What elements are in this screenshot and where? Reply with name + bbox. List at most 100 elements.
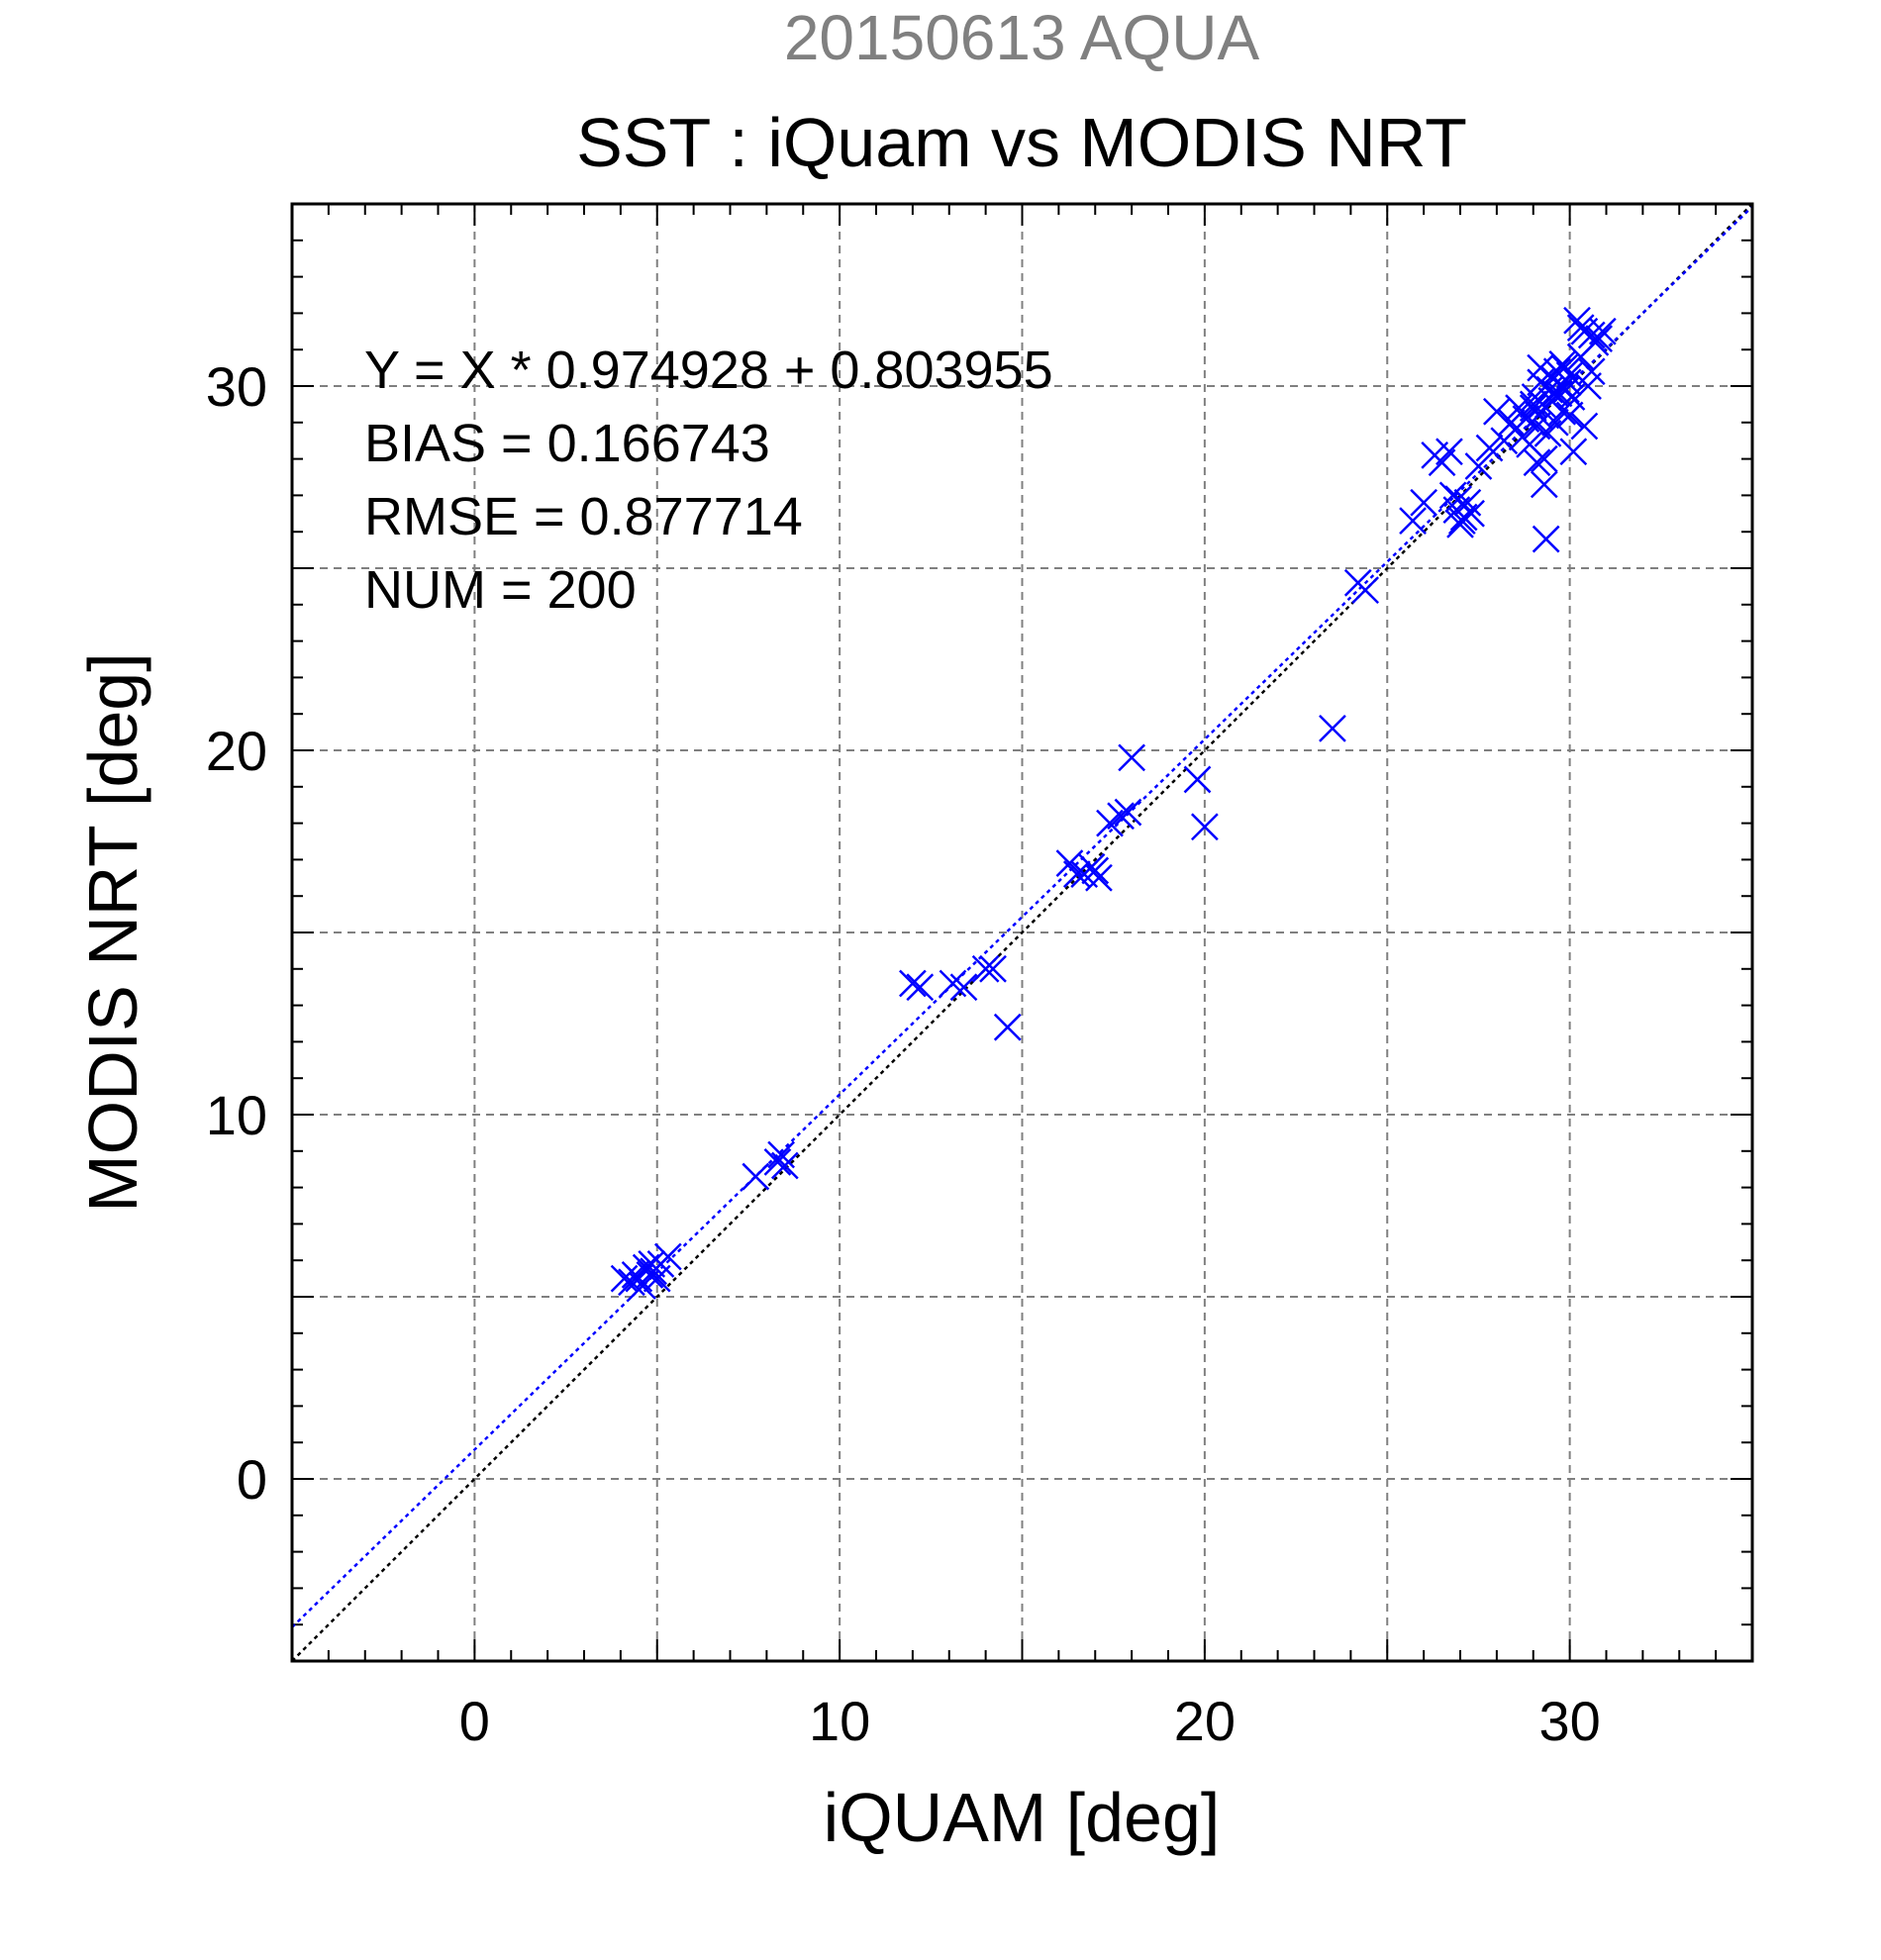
data-point-stroke <box>1118 743 1146 772</box>
data-point <box>1107 802 1135 831</box>
data-point <box>1399 507 1427 536</box>
data-point <box>610 1264 639 1293</box>
data-point-stroke <box>1530 470 1558 499</box>
data-point <box>742 1162 770 1191</box>
data-point <box>1577 357 1606 386</box>
data-point <box>1436 438 1463 466</box>
data-point <box>1548 350 1577 378</box>
data-point <box>1530 470 1558 499</box>
data-point-stroke <box>939 969 967 998</box>
x-tick-label: 20 <box>1174 1690 1236 1752</box>
data-point-stroke <box>1540 379 1569 408</box>
x-tick-label: 30 <box>1538 1690 1600 1752</box>
data-point-stroke <box>638 1249 666 1278</box>
data-point-stroke <box>1436 438 1463 466</box>
y-tick-label: 10 <box>206 1084 267 1146</box>
data-point <box>1555 401 1584 430</box>
data-point-stroke <box>1523 448 1551 477</box>
data-point-stroke <box>1081 856 1110 885</box>
data-point-stroke <box>1530 444 1558 473</box>
data-point <box>1118 743 1146 772</box>
data-point-stroke <box>906 973 935 1002</box>
data-point-stroke <box>1410 488 1438 517</box>
data-point <box>621 1261 649 1289</box>
data-point <box>906 973 935 1002</box>
data-point-stroke <box>1107 802 1135 831</box>
data-point <box>1588 317 1617 345</box>
data-point-stroke <box>629 1272 656 1300</box>
data-point <box>1540 379 1569 408</box>
annotation-rmse: RMSE = 0.877714 <box>364 487 803 546</box>
data-point-stroke <box>993 1013 1022 1041</box>
data-point-stroke <box>610 1264 639 1293</box>
data-point-stroke <box>1464 452 1493 480</box>
y-tick-labels: 0 10 20 30 <box>206 355 267 1511</box>
annotation-regression: Y = X * 0.974928 + 0.803955 <box>364 341 1053 400</box>
data-point <box>767 1140 796 1169</box>
data-point <box>949 973 978 1002</box>
y-axis-label: MODIS NRT [deg] <box>74 652 151 1212</box>
data-point-stroke <box>1559 438 1588 466</box>
x-tick-label: 0 <box>459 1690 490 1752</box>
data-point-stroke <box>1555 361 1584 389</box>
y-tick-label: 20 <box>206 720 267 782</box>
data-point-stroke <box>979 954 1007 983</box>
y-tick-label: 0 <box>237 1448 267 1511</box>
data-point-stroke <box>1557 383 1586 411</box>
data-point <box>1444 485 1473 513</box>
data-point <box>1464 452 1493 480</box>
data-point-stroke <box>770 1151 799 1180</box>
data-point-stroke <box>1516 430 1543 458</box>
data-point-stroke <box>621 1261 649 1289</box>
x-axis-label: iQUAM [deg] <box>824 1779 1221 1856</box>
data-point <box>979 954 1007 983</box>
data-point <box>939 969 967 998</box>
data-point-stroke <box>653 1242 682 1271</box>
data-point-stroke <box>1544 379 1573 408</box>
data-point <box>1081 856 1110 885</box>
data-point-stroke <box>1577 357 1606 386</box>
data-point-stroke <box>1475 434 1504 462</box>
data-point <box>1183 765 1212 794</box>
minor-ticks <box>292 204 1752 1661</box>
regression-fit-line <box>291 205 1753 1628</box>
data-point <box>1519 390 1547 419</box>
data-point-stroke <box>1519 394 1547 422</box>
fit-statistics: Y = X * 0.974928 + 0.803955 BIAS = 0.166… <box>364 341 1053 620</box>
data-point <box>653 1242 682 1271</box>
data-point <box>898 969 927 998</box>
data-point-stroke <box>767 1140 796 1169</box>
chart-supertitle: 20150613 AQUA <box>784 2 1260 73</box>
annotation-bias: BIAS = 0.166743 <box>364 414 770 473</box>
data-point-stroke <box>1190 813 1219 841</box>
data-point-stroke <box>1319 715 1346 742</box>
data-point-stroke <box>1566 343 1595 371</box>
data-point-stroke <box>898 969 927 998</box>
data-point-stroke <box>949 973 978 1002</box>
data-point-stroke <box>1519 390 1547 419</box>
data-point <box>1190 813 1219 841</box>
data-point <box>1566 343 1595 371</box>
data-point <box>993 1013 1022 1041</box>
data-point-stroke <box>763 1147 792 1176</box>
data-point <box>1559 438 1588 466</box>
plot-frame <box>290 202 1754 1663</box>
data-point <box>1523 448 1551 477</box>
data-point-stroke <box>1482 397 1511 426</box>
data-point-stroke <box>1114 798 1142 827</box>
data-point-stroke <box>1183 765 1212 794</box>
data-point-stroke <box>742 1162 770 1191</box>
chart-title: SST : iQuam vs MODIS NRT <box>576 104 1467 181</box>
data-point-stroke <box>1577 321 1606 349</box>
data-point-stroke <box>1550 353 1578 382</box>
data-points <box>610 306 1617 1300</box>
data-point <box>1319 715 1346 742</box>
data-point-stroke <box>1351 576 1380 604</box>
data-point-stroke <box>1548 397 1577 426</box>
data-point <box>971 954 1000 983</box>
y-tick-label: 30 <box>206 355 267 418</box>
data-point-stroke <box>1525 401 1553 430</box>
data-point-stroke <box>1548 350 1577 378</box>
data-point <box>1577 321 1606 349</box>
